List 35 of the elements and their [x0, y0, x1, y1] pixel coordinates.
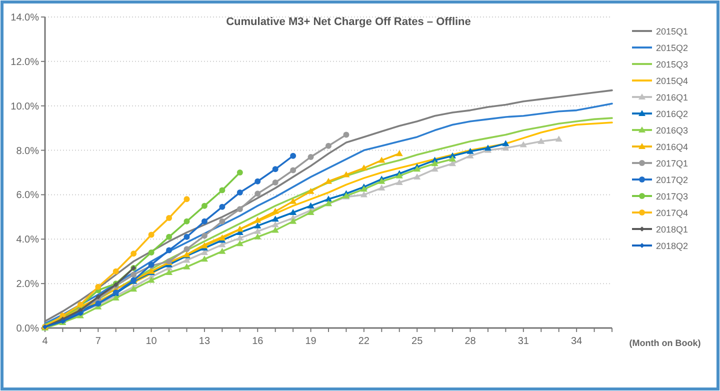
x-axis-title: (Month on Book) — [629, 338, 701, 348]
x-tick-label: 19 — [305, 336, 317, 347]
legend-label: 2017Q4 — [656, 208, 688, 218]
legend-label: 2015Q3 — [656, 60, 688, 70]
y-tick-label: 2.0% — [16, 279, 40, 290]
legend-label: 2017Q3 — [656, 192, 688, 202]
legend-label: 2016Q4 — [656, 142, 688, 152]
x-tick-label: 13 — [198, 336, 210, 347]
legend-label: 2016Q2 — [656, 109, 688, 119]
x-tick-label: 10 — [146, 336, 158, 347]
legend-label: 2016Q1 — [656, 92, 688, 102]
legend-label: 2015Q4 — [656, 76, 688, 86]
chart-title: Cumulative M3+ Net Charge Off Rates – Offline — [226, 16, 471, 28]
x-tick-label: 7 — [95, 336, 102, 347]
x-tick-label: 28 — [464, 336, 476, 347]
y-tick-label: 12.0% — [10, 56, 40, 68]
legend-label: 2017Q2 — [656, 175, 688, 185]
legend-label: 2015Q1 — [656, 26, 688, 36]
y-tick-label: 10.0% — [10, 101, 40, 112]
y-tick-label: 8.0% — [16, 146, 40, 157]
legend-label: 2016Q3 — [656, 126, 688, 136]
y-tick-label: 4.0% — [16, 234, 40, 246]
legend-label: 2017Q1 — [656, 158, 688, 168]
y-tick-label: 6.0% — [16, 190, 40, 202]
legend-label: 2015Q2 — [656, 43, 688, 53]
x-tick-label: 22 — [358, 336, 370, 347]
legend-label: 2018Q1 — [656, 224, 688, 234]
legend-label: 2018Q2 — [656, 241, 688, 251]
y-tick-label: 0.0% — [16, 324, 40, 334]
x-tick-label: 16 — [252, 336, 264, 347]
x-tick-label: 31 — [518, 336, 530, 347]
y-tick-label: 14.0% — [10, 12, 40, 24]
x-tick-label: 4 — [42, 336, 48, 347]
x-tick-label: 34 — [571, 336, 583, 347]
x-tick-label: 25 — [412, 336, 424, 347]
